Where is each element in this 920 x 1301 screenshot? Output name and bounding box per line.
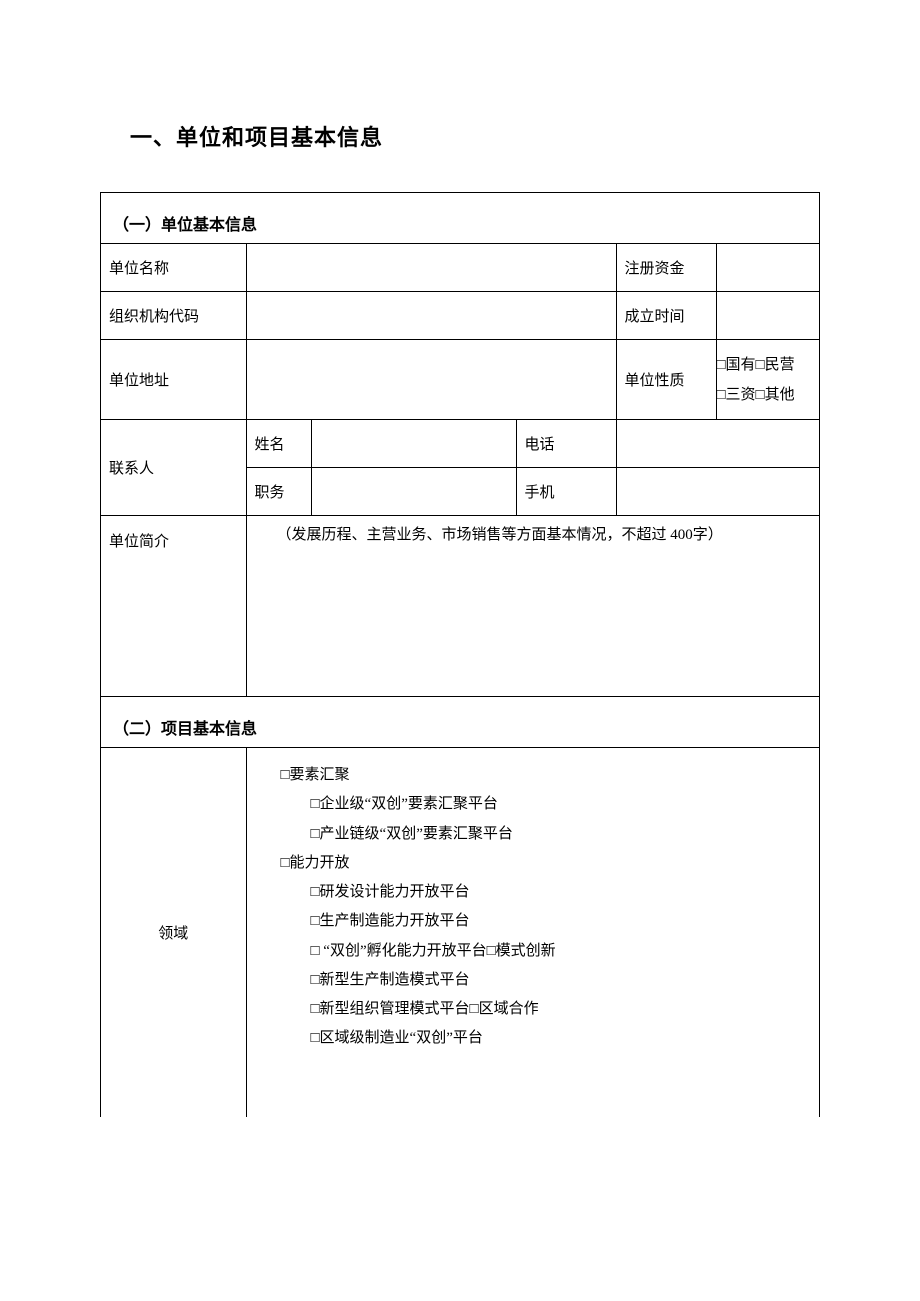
label-mobile: 手机 <box>516 468 616 516</box>
field-est-date[interactable] <box>716 292 819 340</box>
nature-option-line2[interactable]: □三资□其他 <box>717 380 820 410</box>
domain-option[interactable]: □研发设计能力开放平台 <box>263 878 804 907</box>
table-row: 领域 □要素汇聚□企业级“双创”要素汇聚平台□产业链级“双创”要素汇聚平台□能力… <box>101 747 819 1117</box>
table-row: 单位简介 （发展历程、主营业务、市场销售等方面基本情况，不超过 400字） <box>101 516 819 696</box>
label-unit-nature: 单位性质 <box>616 340 716 420</box>
label-org-code: 组织机构代码 <box>101 292 246 340</box>
field-unit-name[interactable] <box>246 244 616 292</box>
label-contact: 联系人 <box>101 420 246 516</box>
label-position: 职务 <box>246 468 311 516</box>
field-position[interactable] <box>311 468 516 516</box>
section1-header: （一）单位基本信息 <box>101 193 819 243</box>
project-info-table: 领域 □要素汇聚□企业级“双创”要素汇聚平台□产业链级“双创”要素汇聚平台□能力… <box>101 747 819 1118</box>
domain-option[interactable]: □生产制造能力开放平台 <box>263 907 804 936</box>
domain-option[interactable]: □新型组织管理模式平台□区域合作 <box>263 995 804 1024</box>
table-row: 单位地址 单位性质 □国有□民营 □三资□其他 <box>101 340 819 420</box>
domain-option[interactable]: □区域级制造业“双创”平台 <box>263 1024 804 1053</box>
label-name: 姓名 <box>246 420 311 468</box>
label-unit-addr: 单位地址 <box>101 340 246 420</box>
label-phone: 电话 <box>516 420 616 468</box>
field-domain[interactable]: □要素汇聚□企业级“双创”要素汇聚平台□产业链级“双创”要素汇聚平台□能力开放□… <box>246 747 819 1117</box>
domain-option[interactable]: □产业链级“双创”要素汇聚平台 <box>263 820 804 849</box>
field-phone[interactable] <box>616 420 819 468</box>
field-mobile[interactable] <box>616 468 819 516</box>
label-domain: 领域 <box>101 747 246 1117</box>
table-row: 单位名称 注册资金 <box>101 244 819 292</box>
nature-option-line1[interactable]: □国有□民营 <box>717 350 820 380</box>
label-reg-capital: 注册资金 <box>616 244 716 292</box>
label-unit-name: 单位名称 <box>101 244 246 292</box>
field-org-code[interactable] <box>246 292 616 340</box>
field-unit-addr[interactable] <box>246 340 616 420</box>
intro-hint: （发展历程、主营业务、市场销售等方面基本情况，不超过 400字） <box>247 527 723 543</box>
unit-info-table: 单位名称 注册资金 组织机构代码 成立时间 单位地址 单位性质 □国有□民营 □… <box>101 243 819 696</box>
page-title: 一、单位和项目基本信息 <box>130 120 820 152</box>
domain-option[interactable]: □ “双创”孵化能力开放平台□模式创新 <box>263 937 804 966</box>
table-row: 联系人 姓名 电话 <box>101 420 819 468</box>
field-reg-capital[interactable] <box>716 244 819 292</box>
section2-header: （二）项目基本信息 <box>101 696 819 747</box>
field-unit-intro[interactable]: （发展历程、主营业务、市场销售等方面基本情况，不超过 400字） <box>246 516 819 696</box>
field-name[interactable] <box>311 420 516 468</box>
domain-option[interactable]: □能力开放 <box>263 849 804 878</box>
domain-option[interactable]: □新型生产制造模式平台 <box>263 966 804 995</box>
label-est-date: 成立时间 <box>616 292 716 340</box>
table-row: 组织机构代码 成立时间 <box>101 292 819 340</box>
form-container: （一）单位基本信息 单位名称 注册资金 组织机构代码 成立时间 <box>100 192 820 1117</box>
field-unit-nature[interactable]: □国有□民营 □三资□其他 <box>716 340 819 420</box>
domain-option[interactable]: □企业级“双创”要素汇聚平台 <box>263 790 804 819</box>
domain-option[interactable]: □要素汇聚 <box>263 761 804 790</box>
label-unit-intro: 单位简介 <box>101 516 246 696</box>
